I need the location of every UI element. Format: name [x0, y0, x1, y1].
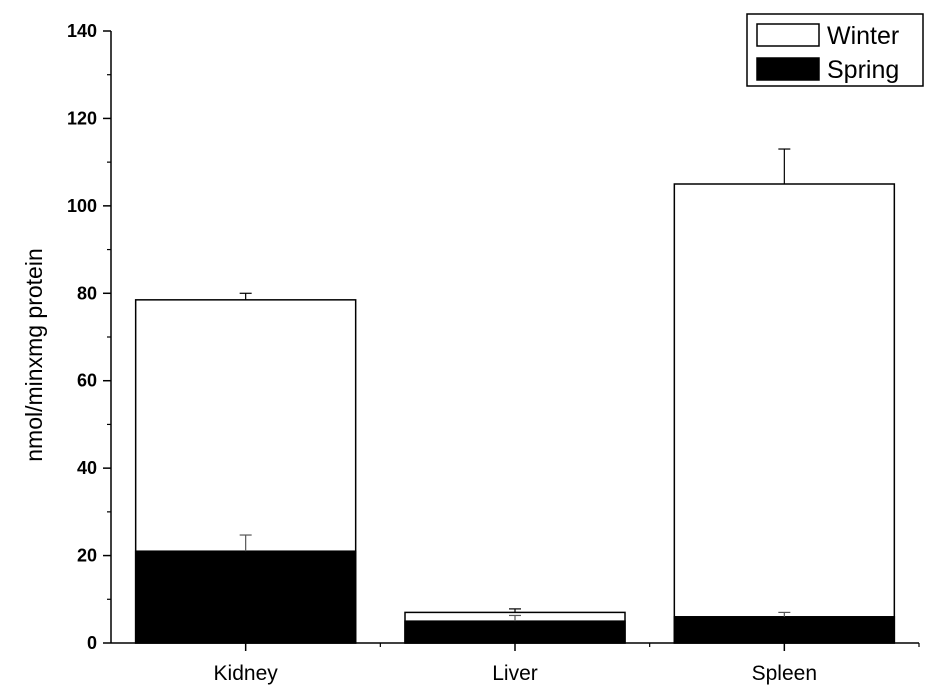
- y-tick-label-0: 0: [87, 633, 97, 653]
- y-tick-label-100: 100: [67, 196, 97, 216]
- error-bar-spring-liver: [509, 614, 521, 622]
- bar-spring-liver: [404, 620, 626, 644]
- x-tick-label-kidney: Kidney: [214, 662, 279, 685]
- error-bar-spring-spleen: [778, 611, 791, 617]
- legend-label-winter: Winter: [827, 22, 899, 50]
- error-bars-group: [239, 148, 791, 622]
- y-tick-label-40: 40: [77, 458, 97, 478]
- legend: Winter Spring: [746, 13, 924, 87]
- legend-swatch-spring: [756, 57, 820, 81]
- y-tick-label-140: 140: [67, 21, 97, 41]
- legend-swatch-winter: [756, 23, 820, 47]
- error-bar-winter-spleen: [778, 148, 791, 184]
- y-tick-label-60: 60: [77, 371, 97, 391]
- y-axis-label: nmol/minxmg protein: [21, 248, 47, 461]
- error-bar-winter-kidney: [239, 292, 252, 300]
- bar-winter-spleen: [673, 183, 896, 644]
- error-bar-winter-liver: [509, 608, 521, 613]
- bars-group: [134, 183, 896, 644]
- bar-spring-spleen: [673, 616, 896, 644]
- y-tick-label-20: 20: [77, 546, 97, 566]
- error-bar-spring-kidney: [239, 534, 252, 552]
- x-tick-label-spleen: Spleen: [752, 662, 817, 685]
- axes-group: 0 20 40 60 80 100 120 140 Kidney Liver Spleen: [67, 21, 920, 685]
- y-tick-label-120: 120: [67, 108, 97, 128]
- y-tick-label-80: 80: [77, 283, 97, 303]
- x-tick-label-liver: Liver: [492, 662, 538, 685]
- bar-spring-kidney: [134, 550, 357, 644]
- legend-label-spring: Spring: [827, 56, 899, 84]
